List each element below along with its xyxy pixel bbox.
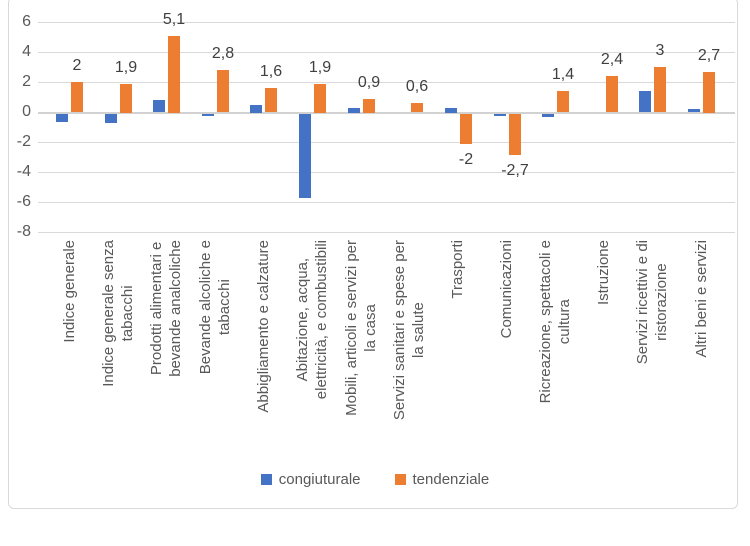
category-label-1: Indice generale (60, 240, 79, 445)
category-label-text: Indice generale (61, 240, 78, 343)
category-label-text: Comunicazioni (498, 240, 515, 339)
bar-tendenziale-4 (217, 70, 229, 112)
bar-tendenziale-11 (557, 91, 569, 112)
gridline (38, 202, 735, 203)
category-label-13: Servizi ricettivi e di ristorazione (633, 240, 671, 445)
category-label-text: Abitazione, acqua, elettricità, e combus… (294, 240, 330, 400)
category-label-12: Istruzione (594, 240, 613, 445)
data-label-tendenziale-7: 0,9 (357, 74, 381, 91)
data-label-tendenziale-10: -2,7 (501, 162, 529, 179)
category-label-text: Bevande alcoliche e tabacchi (197, 240, 233, 375)
y-tick-label: -2 (16, 133, 31, 150)
bar-tendenziale-8 (411, 103, 423, 112)
gridline (38, 142, 735, 143)
bar-tendenziale-6 (314, 84, 326, 113)
y-tick-label: 0 (22, 103, 31, 120)
category-label-2: Indice generale senza tabacchi (99, 240, 137, 445)
bar-congiuturale-4 (202, 114, 214, 116)
bar-tendenziale-1 (71, 82, 83, 112)
category-label-text: Indice generale senza tabacchi (100, 240, 136, 387)
category-label-text: Altri beni e servizi (693, 240, 710, 358)
category-label-text: Ricreazione, spettacoli e cultura (537, 240, 573, 404)
category-label-11: Ricreazione, spettacoli e cultura (536, 240, 574, 445)
bar-congiuturale-9 (445, 108, 457, 113)
data-label-tendenziale-8: 0,6 (405, 78, 429, 95)
bar-tendenziale-12 (606, 76, 618, 112)
bar-congiuturale-3 (153, 100, 165, 112)
data-label-tendenziale-3: 5,1 (162, 11, 186, 28)
legend-item-congiuturale: congiuturale (260, 471, 361, 488)
bar-congiuturale-6 (299, 114, 311, 198)
legend-swatch-tendenziale-icon (394, 474, 406, 485)
data-label-tendenziale-13: 3 (655, 42, 665, 59)
bar-congiuturale-7 (348, 108, 360, 113)
bar-tendenziale-2 (120, 84, 132, 113)
bar-congiuturale-13 (639, 91, 651, 112)
y-tick-label: 6 (22, 13, 31, 30)
legend-item-tendenziale: tendenziale (394, 471, 490, 488)
bar-congiuturale-10 (494, 114, 506, 116)
y-tick-label: -8 (16, 223, 31, 240)
data-label-tendenziale-5: 1,6 (259, 63, 283, 80)
category-label-14: Altri beni e servizi (692, 240, 711, 445)
bar-tendenziale-7 (363, 99, 375, 113)
bar-tendenziale-13 (654, 67, 666, 112)
gridline (38, 82, 735, 83)
y-tick-label: -4 (16, 163, 31, 180)
y-tick-label: -6 (16, 193, 31, 210)
category-label-text: Servizi ricettivi e di ristorazione (634, 240, 670, 365)
x-axis-line (38, 112, 735, 114)
y-tick-label: 4 (22, 43, 31, 60)
category-label-9: Trasporti (448, 240, 467, 445)
bar-congiuturale-14 (688, 109, 700, 112)
gridline (38, 22, 735, 23)
data-label-tendenziale-1: 2 (72, 57, 82, 74)
category-label-5: Abbigliamento e calzature (254, 240, 273, 445)
bar-tendenziale-14 (703, 72, 715, 113)
legend: congiuturale tendenziale (0, 471, 750, 488)
bar-tendenziale-5 (265, 88, 277, 112)
category-label-text: Istruzione (595, 240, 612, 306)
data-label-tendenziale-4: 2,8 (211, 45, 235, 62)
bar-congiuturale-2 (105, 114, 117, 123)
legend-label-congiuturale: congiuturale (278, 471, 361, 488)
data-label-tendenziale-2: 1,9 (114, 59, 138, 76)
data-label-tendenziale-12: 2,4 (600, 51, 624, 68)
category-label-10: Comunicazioni (497, 240, 516, 445)
category-label-4: Bevande alcoliche e tabacchi (196, 240, 234, 445)
category-label-text: Mobili, articoli e servizi per la casa (343, 240, 379, 416)
category-label-3: Prodotti alimentari e bevande analcolich… (147, 240, 185, 445)
data-label-tendenziale-11: 1,4 (551, 66, 575, 83)
category-label-text: Abbigliamento e calzature (255, 240, 272, 413)
gridline (38, 232, 735, 233)
gridline (38, 172, 735, 173)
legend-swatch-congiuturale-icon (260, 474, 272, 485)
category-label-6: Abitazione, acqua, elettricità, e combus… (293, 240, 331, 445)
bar-tendenziale-3 (168, 36, 180, 113)
category-label-8: Servizi sanitari e spese per la salute (390, 240, 428, 445)
bar-tendenziale-9 (460, 114, 472, 144)
bar-tendenziale-10 (509, 114, 521, 155)
bar-congiuturale-11 (542, 114, 554, 117)
legend-label-tendenziale: tendenziale (412, 471, 490, 488)
bar-congiuturale-1 (56, 114, 68, 122)
y-tick-label: 2 (22, 73, 31, 90)
category-label-text: Servizi sanitari e spese per la salute (391, 240, 427, 421)
data-label-tendenziale-14: 2,7 (697, 47, 721, 64)
gridline (38, 52, 735, 53)
category-label-text: Trasporti (449, 240, 466, 299)
data-label-tendenziale-9: -2 (458, 151, 474, 168)
category-label-7: Mobili, articoli e servizi per la casa (342, 240, 380, 445)
bar-congiuturale-5 (250, 105, 262, 113)
category-label-text: Prodotti alimentari e bevande analcolich… (148, 240, 184, 377)
data-label-tendenziale-6: 1,9 (308, 59, 332, 76)
